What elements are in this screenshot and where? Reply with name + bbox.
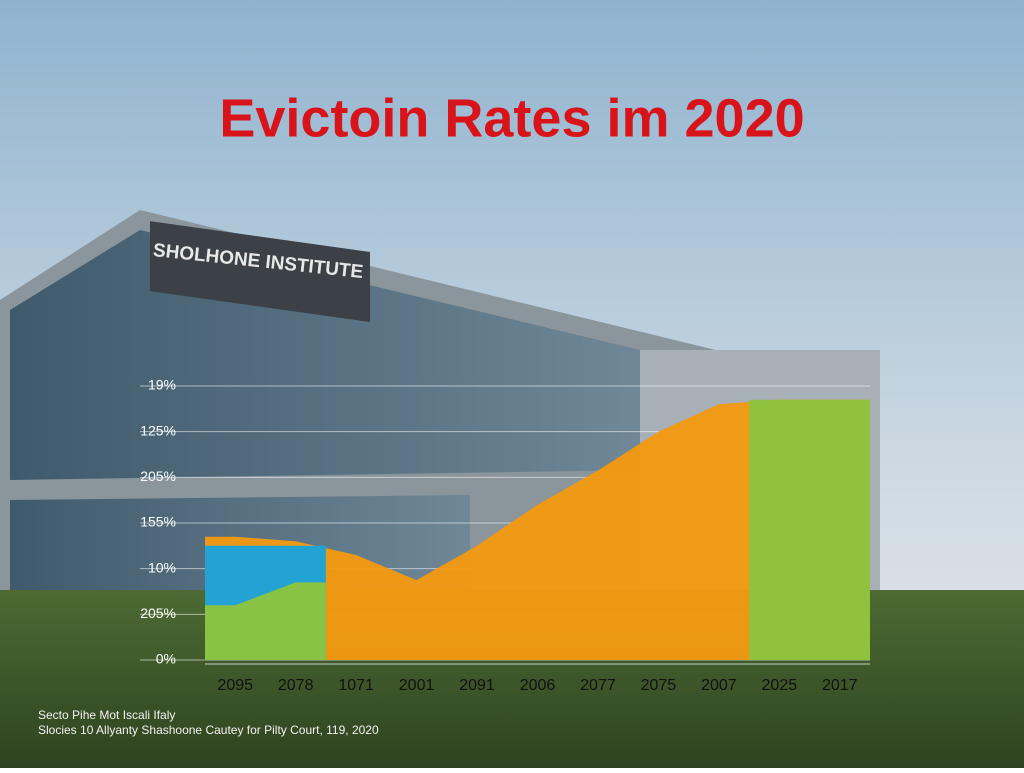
x-tick-label: 2007	[701, 677, 737, 694]
area	[205, 399, 870, 660]
x-tick-label: 1071	[338, 677, 374, 694]
area	[749, 399, 870, 660]
y-tick-label: 0%	[156, 651, 176, 667]
x-tick-label: 2006	[520, 677, 556, 694]
x-tick-label: 2078	[278, 677, 314, 694]
y-tick-label: 205%	[140, 605, 176, 621]
footnote: Slocies 10 Allyanty Shashoone Cautey for…	[38, 723, 379, 737]
y-tick-label: 19%	[148, 377, 176, 393]
footnote: Secto Pihe Mot Iscali Ifaly	[38, 708, 175, 722]
x-tick-label: 2095	[217, 677, 253, 694]
x-tick-label: 2017	[822, 677, 858, 694]
y-tick-label: 125%	[140, 422, 176, 438]
y-tick-label: 205%	[140, 468, 176, 484]
x-tick-label: 2001	[399, 677, 435, 694]
x-tick-label: 2075	[641, 677, 677, 694]
x-tick-label: 2077	[580, 677, 616, 694]
area	[205, 582, 326, 660]
y-tick-label: 10%	[148, 559, 176, 575]
x-tick-label: 2091	[459, 677, 495, 694]
x-tick-label: 2025	[762, 677, 798, 694]
y-tick-label: 155%	[140, 514, 176, 530]
chart-title: Evictoin Rates im 2020	[219, 88, 804, 148]
